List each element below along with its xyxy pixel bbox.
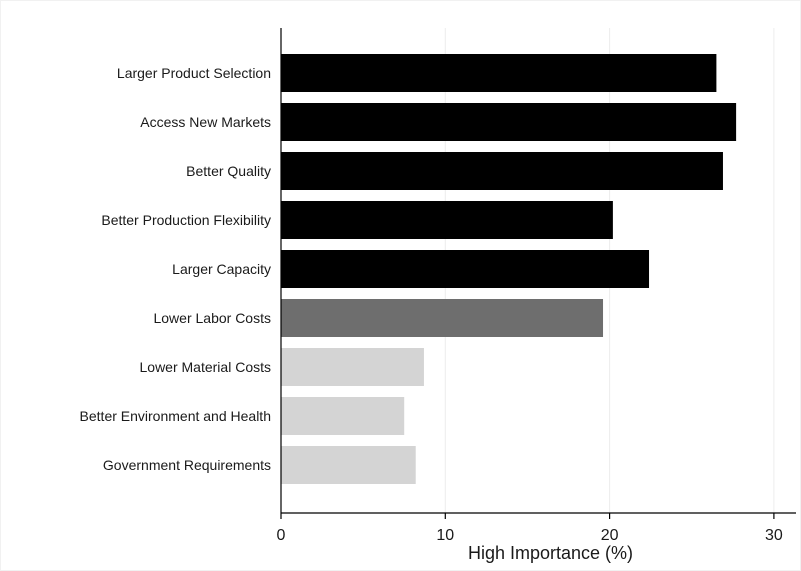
category-label: Better Environment and Health	[80, 408, 271, 424]
category-label: Access New Markets	[140, 114, 271, 130]
x-tick-label: 0	[277, 527, 286, 544]
x-tick-label: 20	[601, 527, 619, 544]
bar	[281, 299, 604, 337]
category-labels: Larger Product Selection Access New Marke…	[80, 65, 271, 473]
x-tick-labels: 0 10 20 30	[277, 527, 783, 544]
bar	[281, 103, 737, 141]
bar	[281, 201, 613, 239]
category-label: Better Production Flexibility	[101, 212, 271, 228]
bar	[281, 446, 416, 484]
x-tick-label: 30	[765, 527, 783, 544]
category-label: Government Requirements	[103, 457, 271, 473]
category-label: Better Quality	[186, 163, 271, 179]
bar	[281, 54, 717, 92]
bar	[281, 152, 723, 190]
x-axis-title: High Importance (%)	[468, 543, 633, 563]
bar	[281, 397, 405, 435]
bar	[281, 250, 650, 288]
category-label: Lower Labor Costs	[153, 310, 271, 326]
category-label: Larger Product Selection	[117, 65, 271, 81]
axes	[280, 28, 796, 519]
bars	[281, 54, 737, 484]
x-tick-label: 10	[436, 527, 454, 544]
bar	[281, 348, 424, 386]
category-label: Larger Capacity	[172, 261, 271, 277]
category-label: Lower Material Costs	[140, 359, 272, 375]
